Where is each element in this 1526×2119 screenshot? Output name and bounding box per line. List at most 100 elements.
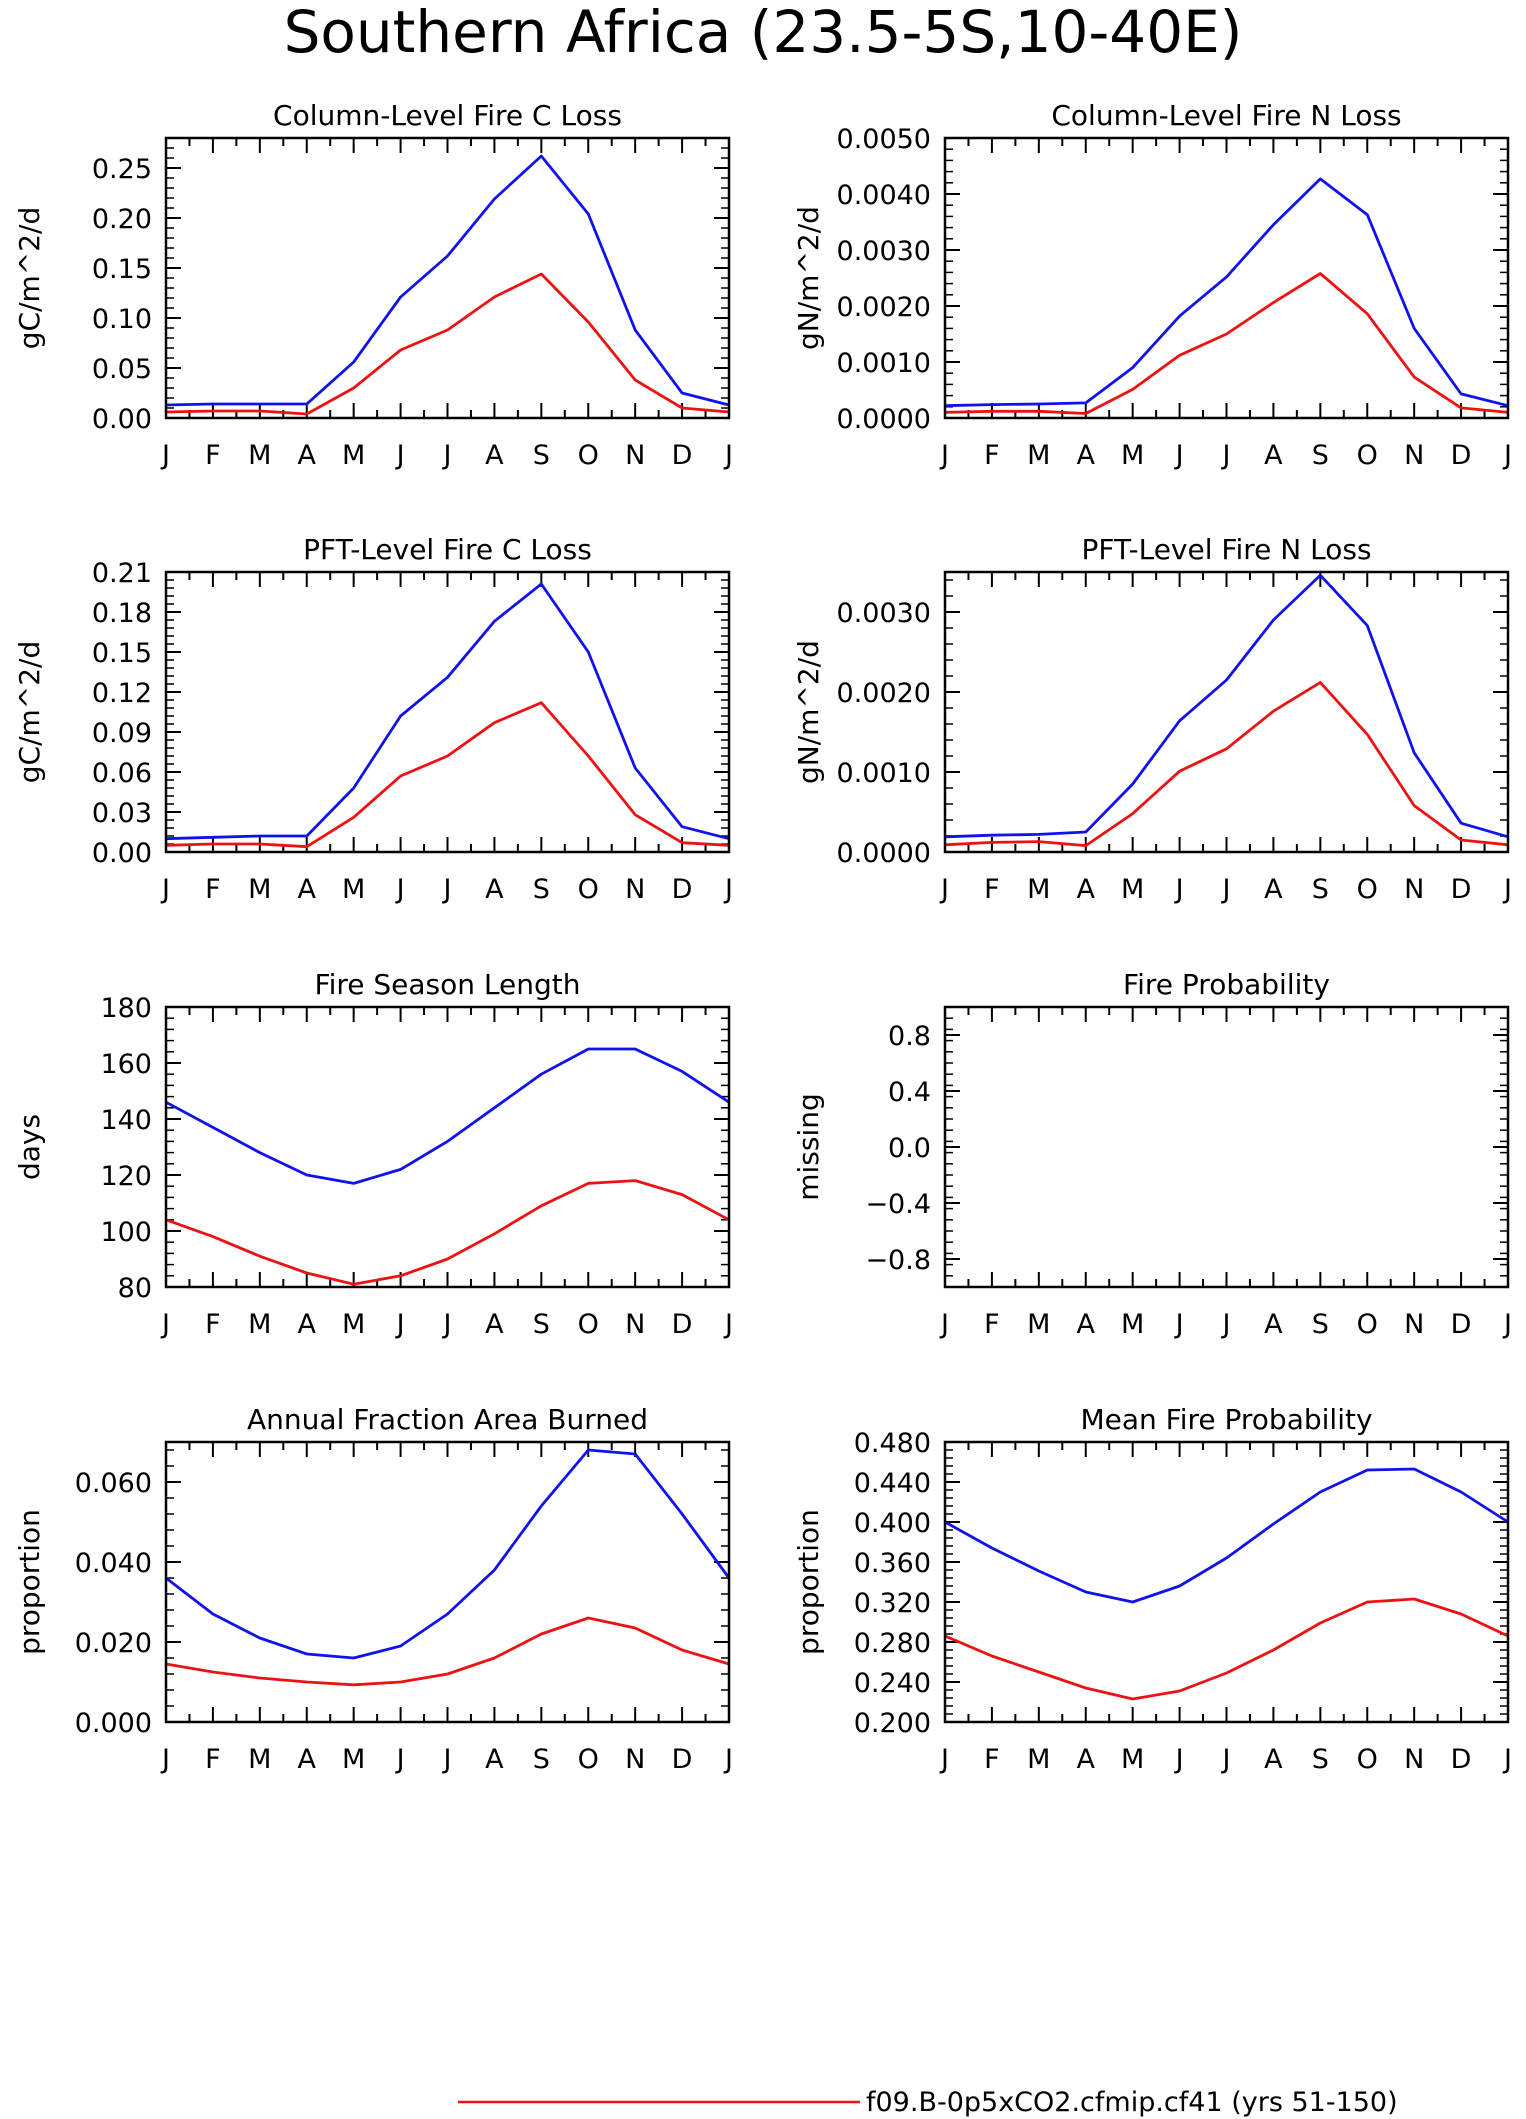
x-tick-label: D <box>672 1309 693 1340</box>
y-tick-label: 0.0020 <box>837 678 931 709</box>
y-tick-label: 80 <box>118 1273 152 1304</box>
x-tick-label: J <box>442 1309 452 1340</box>
y-tick-label: 0.240 <box>854 1668 931 1699</box>
series-line-1 <box>165 1448 731 1660</box>
series-line-1 <box>165 1047 730 1185</box>
x-tick-label: D <box>1451 1744 1472 1775</box>
series-line-1 <box>165 154 730 407</box>
y-axis-label: gC/m^2/d <box>13 207 46 350</box>
x-tick-label: N <box>1404 1744 1424 1775</box>
x-tick-label: J <box>1174 874 1184 905</box>
x-tick-label: M <box>1121 1309 1144 1340</box>
x-tick-label: O <box>578 874 599 905</box>
legend-label: f09.B-0p5xCO2.cfmip.cf41 (yrs 51-150) <box>866 2087 1398 2118</box>
y-tick-label: 120 <box>100 1161 152 1192</box>
x-tick-label: J <box>1221 440 1231 471</box>
x-tick-label: O <box>1357 1744 1378 1775</box>
legend: f09.B-0p5xCO2.cfmip.cf41 (yrs 51-150) <box>458 2087 1398 2118</box>
x-tick-label: F <box>205 1309 221 1340</box>
y-tick-label: 0.03 <box>92 798 152 829</box>
y-tick-label: −0.4 <box>865 1189 931 1220</box>
x-tick-label: F <box>984 1744 1000 1775</box>
x-tick-label: J <box>723 440 733 471</box>
x-tick-label: M <box>342 1744 365 1775</box>
series-line-2 <box>165 1616 730 1687</box>
x-tick-label: J <box>160 440 170 471</box>
x-tick-label: M <box>342 1309 365 1340</box>
x-tick-label: J <box>939 874 949 905</box>
y-tick-label: 0.440 <box>854 1468 931 1499</box>
plot-frame <box>943 570 1510 854</box>
y-axis-label: proportion <box>13 1509 46 1655</box>
y-tick-label: 0.0 <box>888 1133 931 1164</box>
x-tick-label: J <box>160 1744 170 1775</box>
y-axis-label: missing <box>792 1093 825 1201</box>
x-tick-label: M <box>342 874 365 905</box>
y-tick-label: 0.15 <box>92 638 152 669</box>
x-tick-label: S <box>1312 874 1329 905</box>
x-tick-label: S <box>1312 1309 1329 1340</box>
x-tick-label: S <box>1312 440 1329 471</box>
y-tick-label: 0.480 <box>854 1428 931 1459</box>
x-tick-label: M <box>248 1744 271 1775</box>
x-tick-label: J <box>395 440 405 471</box>
series-line-2 <box>165 1179 730 1286</box>
x-tick-label: J <box>1502 440 1512 471</box>
x-tick-label: O <box>578 1744 599 1775</box>
series-line-2 <box>944 1597 1509 1701</box>
plot-frame <box>164 570 731 854</box>
x-tick-label: O <box>578 440 599 471</box>
x-tick-label: J <box>1502 1744 1512 1775</box>
y-tick-label: 0.8 <box>888 1021 931 1052</box>
y-tick-label: 0.0020 <box>837 292 931 323</box>
panel-title: Mean Fire Probability <box>1080 1403 1372 1436</box>
y-tick-label: 0.060 <box>75 1468 152 1499</box>
y-tick-label: 0.18 <box>92 598 152 629</box>
y-tick-label: 0.4 <box>888 1077 931 1108</box>
x-tick-label: J <box>939 1744 949 1775</box>
x-tick-label: M <box>1027 1309 1050 1340</box>
y-axis-label: proportion <box>792 1509 825 1655</box>
x-tick-label: A <box>485 1744 504 1775</box>
y-axis-label: gC/m^2/d <box>13 641 46 784</box>
x-tick-label: A <box>1264 1744 1283 1775</box>
x-tick-label: N <box>625 1309 645 1340</box>
x-tick-label: M <box>342 440 365 471</box>
x-tick-label: M <box>1027 874 1050 905</box>
x-tick-label: J <box>1221 1744 1231 1775</box>
x-tick-label: J <box>442 1744 452 1775</box>
x-tick-label: D <box>1451 874 1472 905</box>
x-tick-label: F <box>205 874 221 905</box>
y-tick-label: 0.200 <box>854 1708 931 1739</box>
x-tick-label: J <box>395 874 405 905</box>
x-tick-label: N <box>625 874 645 905</box>
x-tick-label: J <box>442 440 452 471</box>
x-tick-label: A <box>485 440 504 471</box>
x-tick-label: O <box>1357 874 1378 905</box>
y-tick-label: 180 <box>100 993 152 1024</box>
x-tick-label: D <box>1451 1309 1472 1340</box>
panel-title: Annual Fraction Area Burned <box>247 1403 648 1436</box>
x-tick-label: S <box>1312 1744 1329 1775</box>
y-tick-label: 0.05 <box>92 354 152 385</box>
x-tick-label: M <box>248 874 271 905</box>
y-tick-label: 0.0010 <box>837 758 931 789</box>
y-tick-label: 0.020 <box>75 1628 152 1659</box>
x-tick-label: D <box>672 874 693 905</box>
x-tick-label: M <box>1027 440 1050 471</box>
x-tick-label: A <box>485 874 504 905</box>
x-tick-label: A <box>1077 440 1096 471</box>
x-tick-label: M <box>248 1309 271 1340</box>
x-tick-label: J <box>160 1309 170 1340</box>
x-tick-label: J <box>395 1309 405 1340</box>
y-tick-label: 0.040 <box>75 1548 152 1579</box>
y-tick-label: 0.12 <box>92 678 152 709</box>
y-tick-label: 0.25 <box>92 154 152 185</box>
y-tick-label: 160 <box>100 1049 152 1080</box>
x-tick-label: O <box>578 1309 599 1340</box>
